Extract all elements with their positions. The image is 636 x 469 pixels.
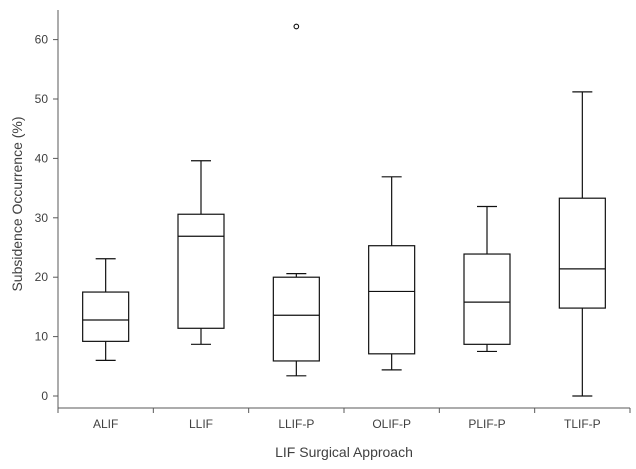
y-tick-label: 50	[35, 92, 49, 106]
box-group-llif-p	[272, 23, 320, 377]
box-group-alif	[82, 258, 130, 361]
iqr-box	[82, 291, 130, 342]
iqr-box	[463, 253, 511, 345]
y-tick-label: 10	[35, 330, 49, 344]
box-group-plif-p	[463, 205, 511, 353]
y-tick-label: 20	[35, 270, 49, 284]
y-tick-label: 0	[41, 389, 48, 403]
outlier-point	[293, 23, 300, 30]
x-tick-label: TLIF-P	[564, 417, 601, 431]
y-axis-title: Subsidence Occurrence (%)	[9, 116, 25, 291]
x-tick-label: LLIF	[189, 417, 213, 431]
iqr-box	[368, 245, 416, 355]
boxes-layer	[82, 23, 606, 397]
x-tick-label: ALIF	[93, 417, 118, 431]
x-axis-title: LIF Surgical Approach	[275, 444, 413, 460]
axes-layer	[57, 10, 630, 409]
y-tick-label: 40	[35, 151, 49, 165]
x-ticks-layer: ALIF LLIF LLIF-P OLIF-P PLIF-P TLIF-P	[57, 408, 631, 431]
iqr-box	[177, 213, 225, 329]
x-tick-label: PLIF-P	[468, 417, 505, 431]
y-ticks-layer: 0 10 20 30 40 50 60	[35, 33, 58, 403]
y-tick-label: 60	[35, 33, 49, 47]
x-tick-label: LLIF-P	[278, 417, 314, 431]
iqr-box	[272, 276, 320, 362]
iqr-box	[558, 197, 606, 309]
y-tick-label: 30	[35, 211, 49, 225]
box-group-llif	[177, 160, 225, 345]
x-tick-label: OLIF-P	[372, 417, 411, 431]
box-group-olif-p	[368, 176, 416, 371]
box-group-tlif-p	[558, 91, 606, 397]
